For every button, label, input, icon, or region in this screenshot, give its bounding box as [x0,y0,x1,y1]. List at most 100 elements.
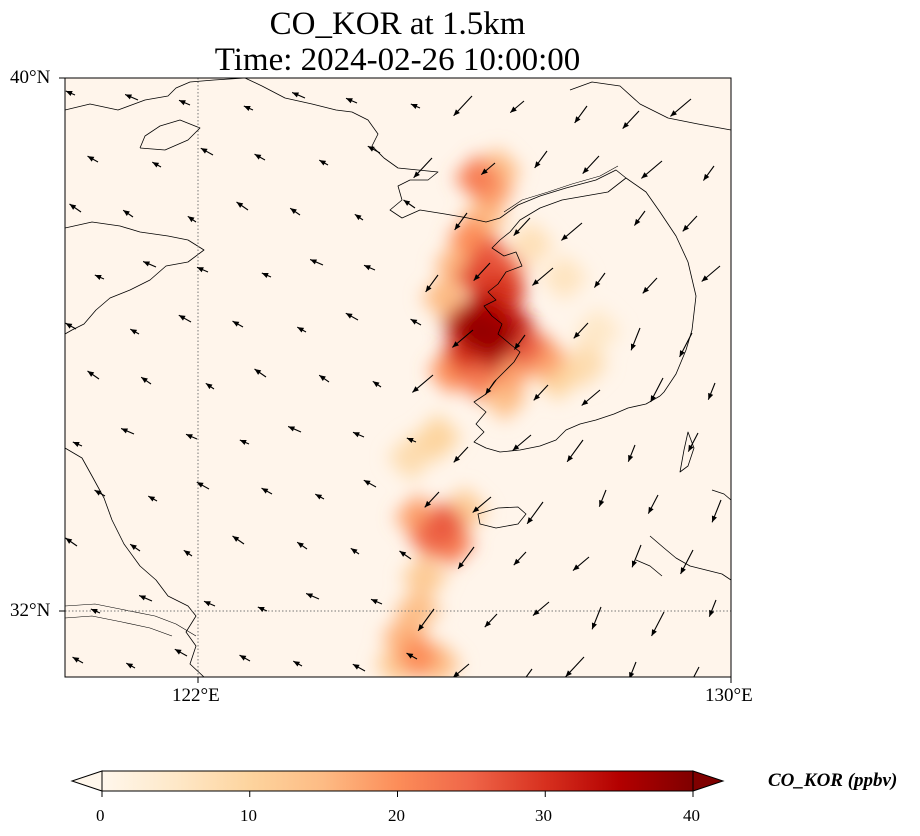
wind-arrow [296,326,307,333]
wind-arrow [94,489,106,497]
wind-arrow [69,203,82,213]
wind-arrow [287,425,302,433]
wind-arrow [513,334,526,350]
wind-arrow [473,262,491,281]
wind-arrow [412,374,434,393]
map-frame [64,77,732,678]
lon-label-122e: 122°E [172,685,220,706]
wind-arrow [566,439,584,463]
wind-arrow [185,433,198,440]
yangtze-estuary [65,603,197,637]
wind-arrow [679,332,693,358]
wind-arrow [417,608,435,632]
wind-arrow [526,501,544,525]
wind-arrow [65,537,78,547]
wind-arrow [629,661,637,677]
wind-arrow [147,495,158,502]
wind-arrow [65,90,76,97]
colorbar-min-extend [70,770,103,792]
axis-ticks [59,77,732,683]
wind-arrow [87,155,99,163]
wind-arrow [200,147,214,156]
lat-label-32n: 32°N [10,600,51,621]
shandong-coast [65,221,205,335]
wind-arrow [254,368,267,378]
wind-arrow [581,389,601,406]
wind-arrow [187,215,197,223]
liaodong-coast [244,78,501,223]
wind-arrow [702,165,715,181]
wind-arrow [630,327,641,351]
manchuria-coast [569,81,731,131]
wind-arrow [129,543,141,552]
lon-label-130e: 130°E [705,685,753,706]
wind-arrow [142,260,157,268]
wind-arrow [309,258,324,266]
wind-arrow [574,105,588,124]
wind-arrow [670,98,692,117]
wind-arrow [457,546,475,570]
wind-arrow [178,99,191,106]
concentration-cell [413,413,463,462]
wind-arrow [593,272,606,288]
wind-arrow [318,374,330,383]
wind-arrow [236,201,249,211]
colorbar-tick-label: 0 [96,806,105,825]
wind-arrow [289,207,301,216]
wind-arrow [232,320,244,328]
wind-arrow [472,496,492,513]
wind-arrow [318,159,329,166]
wind-arrow [650,377,664,403]
wind-arrow [633,210,646,226]
colorbar-tick-label: 20 [388,806,405,825]
wind-arrow [453,446,469,463]
wind-arrow [140,376,152,385]
wind-arrow [243,105,254,112]
wind-arrow [532,601,550,616]
wind-arrow [120,427,135,435]
wind-arrow [682,215,698,232]
wind-arrow [406,437,417,444]
wind-arrow [239,439,250,446]
wind-arrow [484,379,497,395]
wind-arrow [125,662,136,669]
wind-arrow [452,329,474,348]
wind-arrow [651,611,665,637]
wind-arrow [399,550,412,560]
wind-arrow [72,441,83,448]
wind-arrow [711,499,722,523]
wind-arrow [314,493,325,500]
concentration-cell [393,632,443,677]
wind-arrow [345,97,358,104]
tsushima-island [679,431,695,473]
wind-arrow [296,541,308,550]
wind-arrow [367,145,381,154]
wind-arrow [257,606,268,613]
wind-arrow [65,322,77,330]
wind-arrow [196,481,210,490]
wind-arrow [261,272,272,279]
wind-arrow [345,312,359,321]
wind-arrow [350,547,360,555]
colorbar-body [102,771,693,791]
wind-arrow [693,666,700,677]
wind-arrow [87,370,100,380]
colorbar-tick-label: 40 [683,806,700,825]
wind-arrow [94,274,105,281]
wind-arrow [413,157,433,179]
wind-arrow [484,613,498,628]
wind-arrow [122,209,134,218]
wind-arrow [591,606,602,630]
wind-arrow [403,199,416,209]
colorbar-label: CO_KOR (ppbv) [768,770,898,791]
wind-arrow [687,432,699,452]
wind-arrow [561,222,583,241]
wind-arrow [72,656,84,664]
wind-arrow [291,91,306,99]
wind-arrow [410,103,421,110]
wind-arrow [410,318,422,326]
wind-arrow [513,551,527,566]
wind-arrow [183,549,193,557]
gridlines [65,78,731,677]
